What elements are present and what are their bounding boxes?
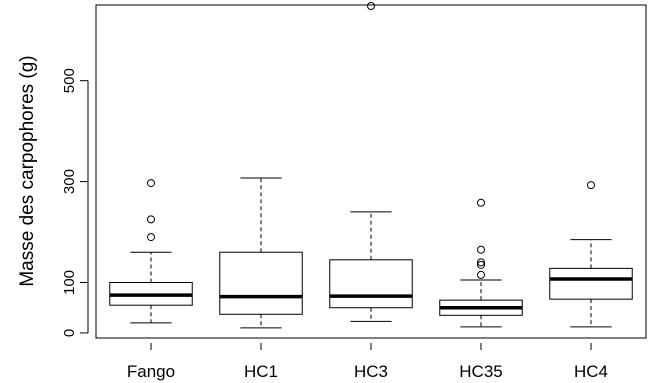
x-tick-label-hc1: HC1	[244, 362, 278, 381]
outlier-hc35-2	[477, 258, 485, 267]
x-axis-labels: Fango HC1 HC3 HC35 HC4	[127, 343, 608, 381]
iqr-box-hc1	[219, 251, 303, 315]
outlier-hc35-1	[477, 260, 485, 269]
outlier-hc35-4	[477, 198, 485, 207]
boxes	[109, 2, 633, 329]
box-hc3	[329, 2, 413, 322]
outlier-fango-2	[147, 179, 155, 188]
y-tick-label-100: 100	[61, 270, 78, 295]
y-tick-label-300: 300	[61, 169, 78, 194]
y-axis-label: Masse des carpophores (g)	[17, 55, 38, 286]
iqr-box-hc3	[329, 259, 413, 309]
box-hc35	[439, 198, 523, 328]
outlier-hc4-0	[587, 181, 595, 190]
box-fango	[109, 179, 193, 324]
outlier-hc3-0	[367, 2, 375, 11]
outlier-fango-1	[147, 215, 155, 224]
iqr-box-hc4	[549, 267, 633, 300]
y-axis: 0 100 300 500	[61, 68, 89, 337]
x-tick-label-fango: Fango	[127, 362, 175, 381]
box-hc1	[219, 177, 303, 329]
x-tick-label-hc35: HC35	[459, 362, 502, 381]
x-tick-label-hc3: HC3	[354, 362, 388, 381]
plot-frame	[95, 4, 647, 339]
outlier-fango-0	[147, 233, 155, 242]
outlier-hc35-0	[477, 270, 485, 279]
outlier-hc35-3	[477, 245, 485, 254]
x-tick-label-hc4: HC4	[574, 362, 608, 381]
box-hc4	[549, 181, 633, 328]
y-tick-label-0: 0	[61, 329, 78, 337]
y-tick-label-500: 500	[61, 68, 78, 93]
